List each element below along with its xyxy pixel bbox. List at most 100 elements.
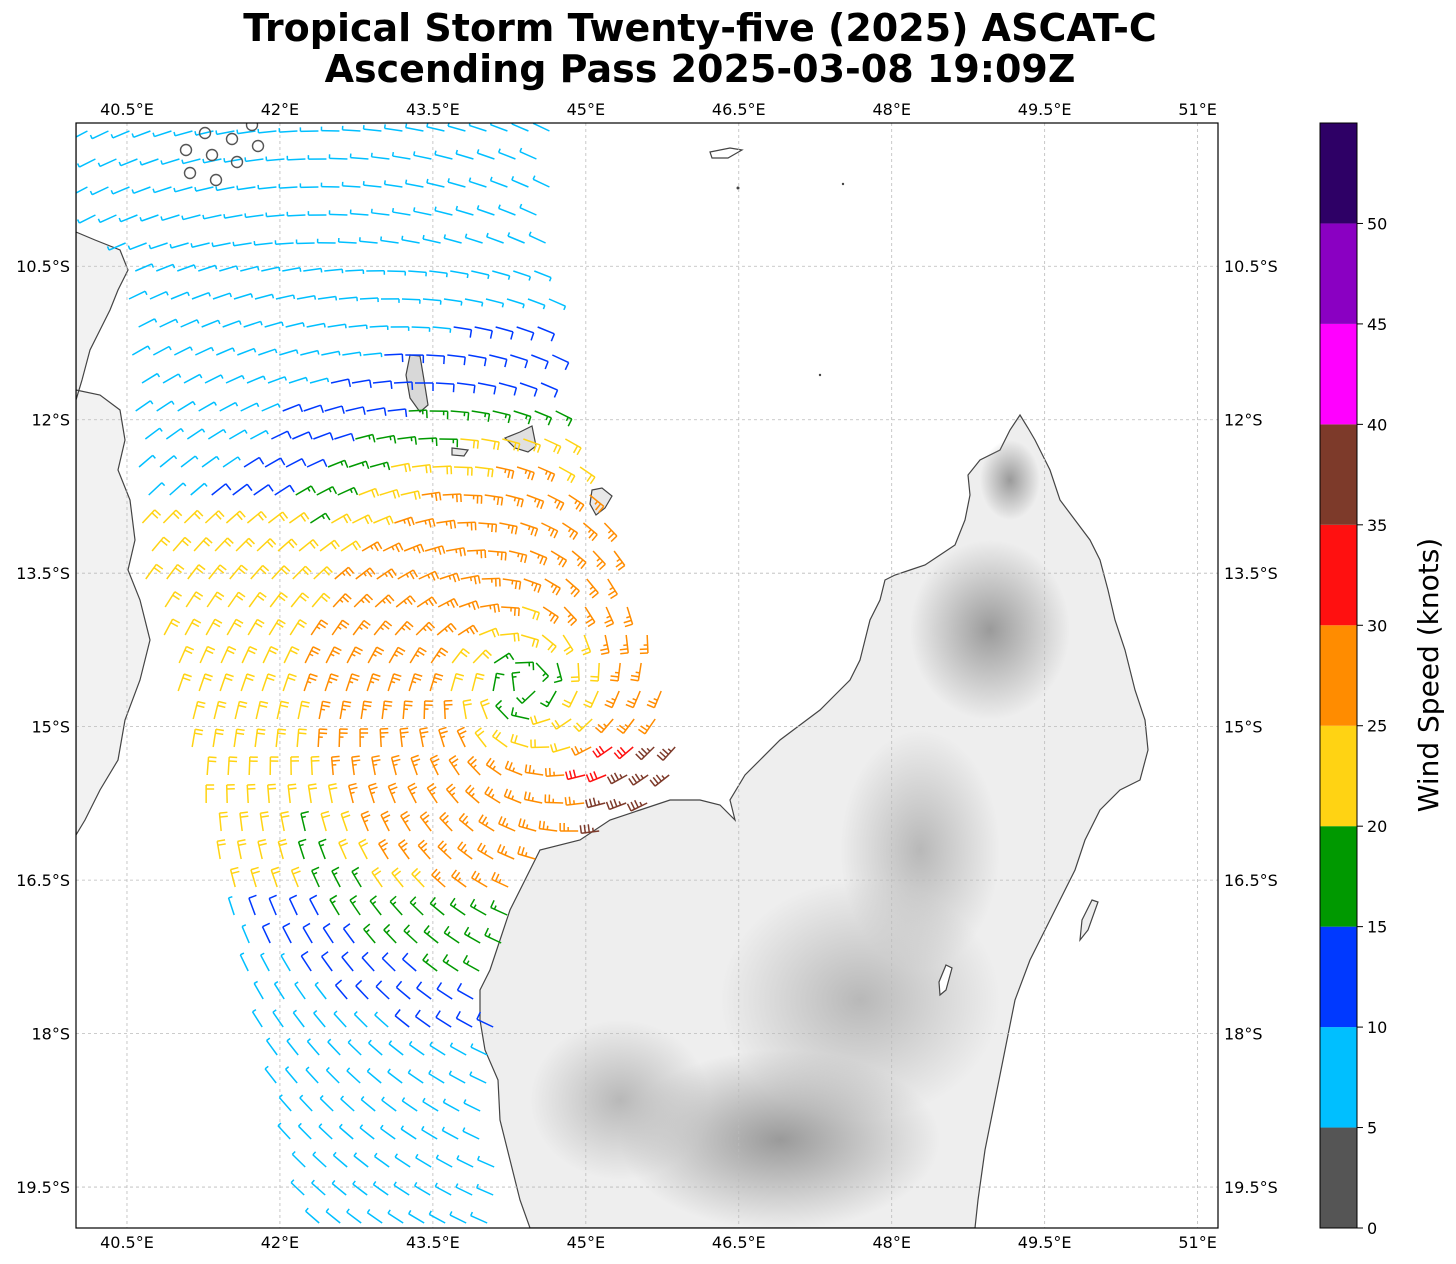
wind-barb-shaft: [480, 603, 499, 608]
wind-barb-shaft: [182, 158, 201, 165]
wind-barb-half-flag: [168, 346, 172, 351]
wind-barb-flag: [267, 673, 276, 678]
wind-barb-shaft: [251, 1011, 263, 1028]
wind-barb-shaft: [589, 494, 605, 507]
wind-barb-shaft: [552, 354, 569, 364]
wind-barb-flag: [553, 743, 558, 752]
wind-barb-flag: [467, 412, 470, 421]
wind-barb-half-flag: [76, 163, 81, 168]
wind-barb-shaft: [571, 550, 587, 564]
wind-barb-flag: [585, 799, 589, 808]
wind-barb-shaft: [248, 591, 261, 608]
wind-barb-flag: [555, 501, 561, 509]
wind-barb-shaft: [462, 1130, 480, 1140]
wind-barb-flag: [312, 646, 321, 651]
wind-barb-shaft: [460, 438, 479, 442]
wind-barb-half-flag: [256, 266, 260, 271]
wind-barb-flag: [308, 677, 317, 682]
wind-barb-shaft: [334, 432, 352, 440]
wind-barb-half-flag: [223, 158, 226, 163]
wind-barb-shaft: [369, 325, 388, 328]
wind-barb-half-flag: [391, 207, 395, 213]
wind-barb-flag: [384, 700, 393, 703]
wind-barb-flag: [172, 594, 180, 601]
wind-barb-flag: [549, 744, 554, 753]
wind-barb-half-flag: [352, 763, 357, 766]
wind-barb-half-flag: [320, 708, 326, 711]
colorbar-segment: [1320, 1127, 1357, 1228]
wind-barb-shaft: [436, 1157, 453, 1168]
wind-barb-flag: [572, 532, 579, 540]
wind-barb-shaft: [384, 183, 403, 188]
wind-barb-shaft: [352, 1183, 368, 1196]
wind-barb-shaft: [169, 482, 184, 496]
wind-barb-flag: [559, 502, 565, 511]
wind-barb-shaft: [321, 350, 340, 356]
wind-barb-shaft: [464, 298, 483, 304]
wind-barb-half-flag: [110, 190, 114, 195]
wind-barb-shaft: [349, 899, 361, 916]
wind-barb-half-flag: [463, 849, 468, 854]
wind-barb-flag: [374, 488, 380, 497]
wind-barb-flag: [484, 786, 490, 794]
wind-barb-flag: [623, 619, 632, 624]
wind-barb-shaft: [397, 435, 416, 440]
wind-barb-flag: [266, 677, 275, 682]
wind-barb-flag: [500, 552, 503, 561]
wind-barb-half-flag: [160, 216, 163, 221]
wind-barb-shaft: [402, 958, 417, 972]
wind-barb-shaft: [502, 578, 521, 583]
wind-barb-half-flag: [380, 1124, 384, 1129]
wind-barb-flag: [428, 621, 436, 629]
wind-barb-flag: [228, 645, 237, 651]
wind-barb-shaft: [478, 627, 497, 636]
wind-barb-shaft: [248, 897, 256, 916]
wind-barb-half-flag: [333, 1010, 338, 1015]
wind-barb-flag: [514, 735, 518, 744]
colorbar-segment: [1320, 524, 1357, 626]
lon-tick-label-bottom: 46.5°E: [712, 1233, 766, 1252]
wind-barb-shaft: [327, 785, 333, 804]
wind-barb-flag: [659, 751, 667, 758]
wind-barb-flag: [412, 569, 419, 578]
wind-barb-shaft: [495, 466, 514, 472]
wind-barb-flag: [553, 616, 559, 624]
wind-barb-shaft: [548, 298, 566, 307]
wind-barb-shaft: [339, 1126, 354, 1140]
wind-barb-flag: [363, 619, 371, 626]
wind-barb-flag: [470, 758, 477, 766]
wind-barb-half-flag: [497, 148, 501, 153]
wind-barb-shaft: [152, 345, 170, 356]
colorbar-segment: [1320, 625, 1357, 726]
wind-barb-half-flag: [493, 496, 496, 501]
terrain-shading: [530, 440, 1070, 1228]
wind-barb-shaft: [471, 270, 490, 276]
wind-barb-flag: [363, 596, 371, 604]
wind-barb-half-flag: [448, 575, 452, 580]
wind-barb-flag: [322, 459, 328, 468]
wind-barb-flag: [475, 600, 480, 609]
wind-barb-half-flag: [512, 767, 516, 772]
wind-barb-flag: [626, 803, 632, 812]
africa-land: [76, 123, 151, 837]
wind-barb-flag: [591, 534, 598, 542]
wind-barb-shaft: [201, 319, 219, 328]
wind-barb-shaft: [141, 214, 159, 222]
wind-barb-shaft: [351, 757, 355, 776]
wind-barb-flag: [500, 845, 506, 854]
wind-barb-half-flag: [331, 900, 336, 904]
wind-barb-shaft: [455, 153, 474, 160]
wind-barb-half-flag: [344, 324, 347, 329]
wind-barb-shaft: [413, 210, 432, 216]
wind-barb-flag: [579, 825, 583, 834]
wind-barb-shaft: [345, 269, 364, 272]
wind-barb-shaft: [170, 291, 188, 300]
wind-barb-flag: [460, 651, 468, 658]
wind-barb-shaft: [528, 234, 546, 244]
wind-barb-flag: [419, 727, 428, 731]
wind-barb-flag: [308, 431, 313, 440]
wind-barb-shaft: [348, 324, 367, 328]
wind-barb-half-flag: [76, 219, 81, 224]
wind-barb-shaft: [418, 570, 436, 580]
